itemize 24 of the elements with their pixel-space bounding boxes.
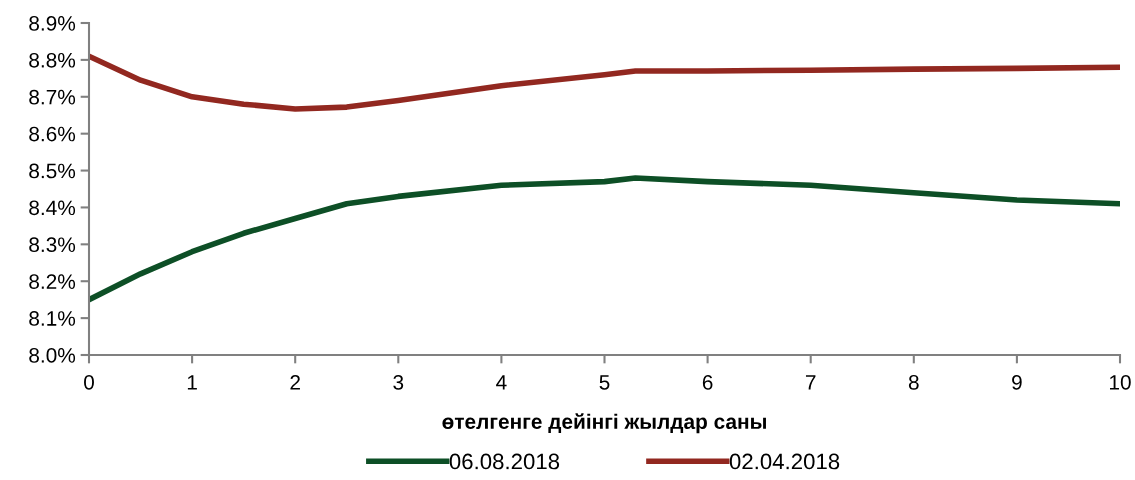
x-tick-label: 2: [290, 374, 300, 390]
x-tick-label: 7: [805, 375, 816, 390]
legend-label: 02.04.2018: [729, 453, 840, 470]
y-tick-label: 8.0%: [29, 348, 76, 363]
x-axis-title: өтелгенге дейінгі жылдар саны: [442, 413, 766, 434]
legend-label: 06.08.2018: [449, 453, 560, 470]
y-tick-label: 8.8%: [29, 52, 76, 68]
x-tick-label: 10: [1110, 374, 1131, 390]
y-tick-label: 8.1%: [29, 311, 76, 326]
x-tick-label: 3: [393, 374, 404, 390]
y-tick-label: 8.6%: [29, 126, 76, 142]
y-tick-label: 8.5%: [29, 163, 76, 179]
x-tick-label: 4: [496, 375, 507, 390]
x-tick-label: 6: [702, 374, 713, 390]
x-tick-label: 1: [187, 375, 197, 390]
x-tick-label: 5: [599, 375, 610, 390]
x-tick-label: 8: [908, 374, 919, 390]
y-tick-label: 8.9%: [29, 16, 76, 31]
x-tick-label: 9: [1012, 374, 1022, 390]
y-tick-label: 8.3%: [29, 237, 76, 253]
y-tick-label: 8.2%: [29, 274, 76, 289]
y-tick-label: 8.4%: [29, 200, 76, 216]
y-tick-label: 8.7%: [29, 89, 76, 105]
x-tick-label: 0: [84, 374, 94, 390]
